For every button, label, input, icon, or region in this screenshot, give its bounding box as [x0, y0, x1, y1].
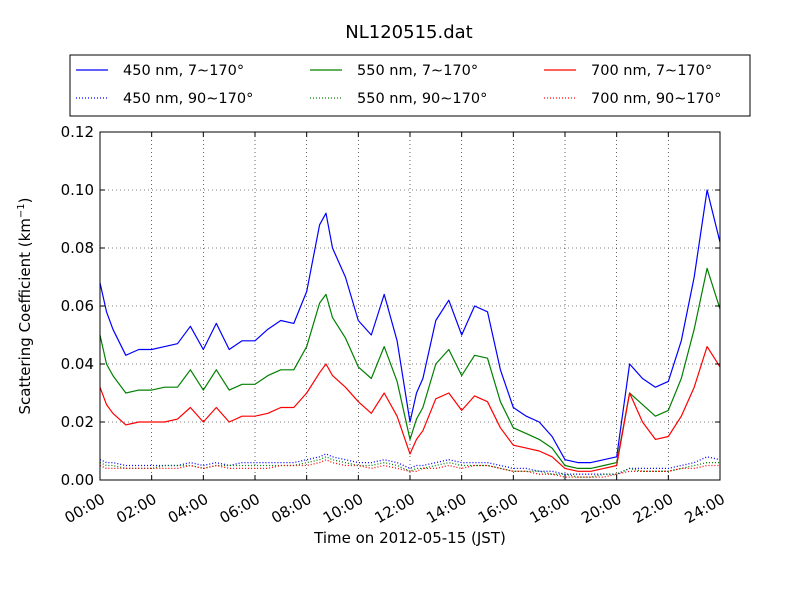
- series-line-4: [99, 453, 721, 475]
- y-axis-label-close: ): [16, 197, 34, 203]
- legend-label-3: 700 nm, 7∼170°: [591, 63, 712, 79]
- legend-label-5: 550 nm, 90∼170°: [357, 91, 487, 107]
- y-axis-label-sup: −1: [16, 203, 27, 218]
- y-tick-label: 0.08: [61, 239, 94, 257]
- series-line-1: [99, 189, 721, 464]
- legend-label-2: 550 nm, 7∼170°: [357, 63, 478, 79]
- y-axis-label-main: Scattering Coefficient (km: [16, 218, 34, 414]
- x-axis-label: Time on 2012-05-15 (JST): [313, 529, 506, 547]
- legend-label-4: 450 nm, 90∼170°: [123, 91, 253, 107]
- grid: [100, 132, 720, 480]
- y-tick-label: 0.00: [61, 471, 94, 489]
- y-tick-label: 0.12: [61, 123, 94, 141]
- chart-title: NL120515.dat: [345, 22, 472, 43]
- series-line-5: [99, 456, 720, 478]
- series-line-2: [99, 267, 721, 469]
- y-tick-label: 0.06: [61, 297, 94, 315]
- y-tick-label: 0.02: [61, 413, 94, 431]
- y-axis-label: Scattering Coefficient (km−1): [16, 197, 34, 414]
- legend-label-1: 450 nm, 7∼170°: [123, 63, 244, 79]
- legend: 450 nm, 7∼170° 450 nm, 90∼170° 550 nm, 7∼1…: [69, 54, 751, 117]
- y-tick-label: 0.10: [61, 181, 94, 199]
- y-tick-label: 0.04: [61, 355, 94, 373]
- series-line-3: [99, 346, 721, 472]
- series-lines: [99, 189, 721, 478]
- legend-box: [69, 54, 751, 117]
- legend-label-6: 700 nm, 90∼170°: [591, 91, 721, 107]
